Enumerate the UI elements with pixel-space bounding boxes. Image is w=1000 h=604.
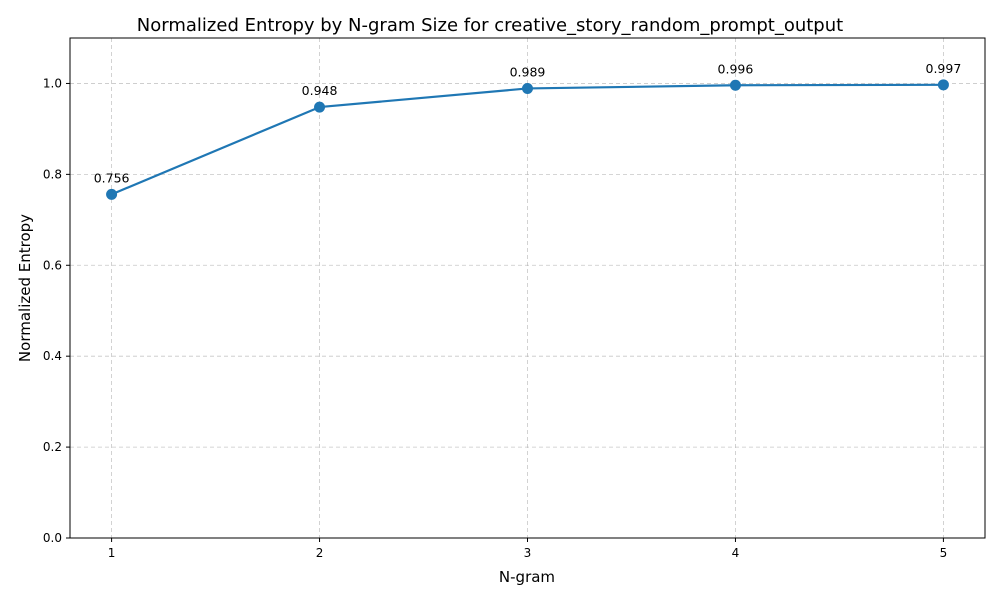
y-tick-label: 0.2 [43, 440, 62, 454]
x-tick-label: 1 [108, 546, 116, 560]
x-axis-title: N-gram [499, 568, 555, 586]
x-tick-label: 4 [732, 546, 740, 560]
data-point-marker [314, 101, 326, 113]
data-labels-layer: 0.756 0.948 0.989 0.996 0.997 [94, 61, 962, 186]
data-value-label: 0.997 [926, 61, 962, 76]
data-value-label: 0.989 [510, 64, 546, 79]
data-point-marker [106, 188, 118, 200]
data-value-label: 0.996 [718, 61, 754, 76]
x-tick-label: 3 [524, 546, 532, 560]
data-point-marker [522, 82, 533, 94]
y-axis-title: Normalized Entropy [16, 214, 34, 362]
ticks-layer: 0.0 0.2 0.4 0.6 0.8 1.0 1 2 3 4 5 [43, 76, 947, 560]
y-tick-label: 0.6 [43, 258, 62, 272]
y-tick-label: 0.0 [43, 531, 62, 545]
data-point-marker [937, 79, 949, 91]
data-value-label: 0.948 [302, 83, 338, 98]
x-tick-label: 2 [316, 546, 324, 560]
y-tick-label: 1.0 [43, 76, 62, 90]
data-point-marker [729, 79, 741, 91]
chart-title: Normalized Entropy by N-gram Size for cr… [137, 15, 843, 36]
x-tick-label: 5 [940, 546, 948, 560]
series-layer [106, 79, 949, 200]
data-value-label: 0.756 [94, 170, 130, 185]
y-tick-label: 0.8 [43, 167, 62, 181]
y-tick-label: 0.4 [43, 349, 62, 363]
